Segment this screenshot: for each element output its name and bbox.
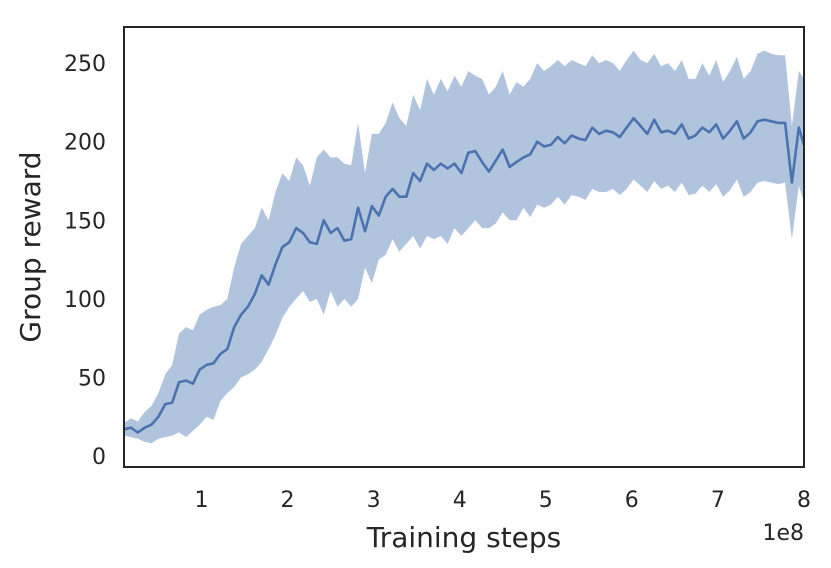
y-tick-label: 250 <box>64 52 106 77</box>
y-axis-label: Group reward <box>14 151 47 342</box>
x-axis-offset-label: 1e8 <box>762 521 804 546</box>
y-tick-label: 150 <box>64 209 106 234</box>
x-axis-label: Training steps <box>366 521 562 554</box>
y-axis-ticks: 0 50 100 150 200 250 <box>64 52 106 470</box>
x-tick-label: 3 <box>367 488 381 513</box>
x-tick-label: 5 <box>539 488 553 513</box>
series-line-0 <box>123 116 806 434</box>
x-tick-label: 4 <box>453 488 467 513</box>
x-tick-label: 7 <box>711 488 725 513</box>
plot-area <box>123 50 806 444</box>
x-tick-label: 2 <box>281 488 295 513</box>
y-tick-label: 200 <box>64 131 106 156</box>
x-axis-ticks: 1 2 3 4 5 6 7 8 <box>195 488 812 513</box>
y-tick-label: 0 <box>92 445 106 470</box>
x-tick-label: 6 <box>625 488 639 513</box>
y-tick-label: 50 <box>78 366 106 391</box>
confidence-band-0 <box>124 50 804 444</box>
x-tick-label: 8 <box>797 488 811 513</box>
y-tick-label: 100 <box>64 288 106 313</box>
x-tick-label: 1 <box>195 488 209 513</box>
axes-frame <box>123 26 805 468</box>
